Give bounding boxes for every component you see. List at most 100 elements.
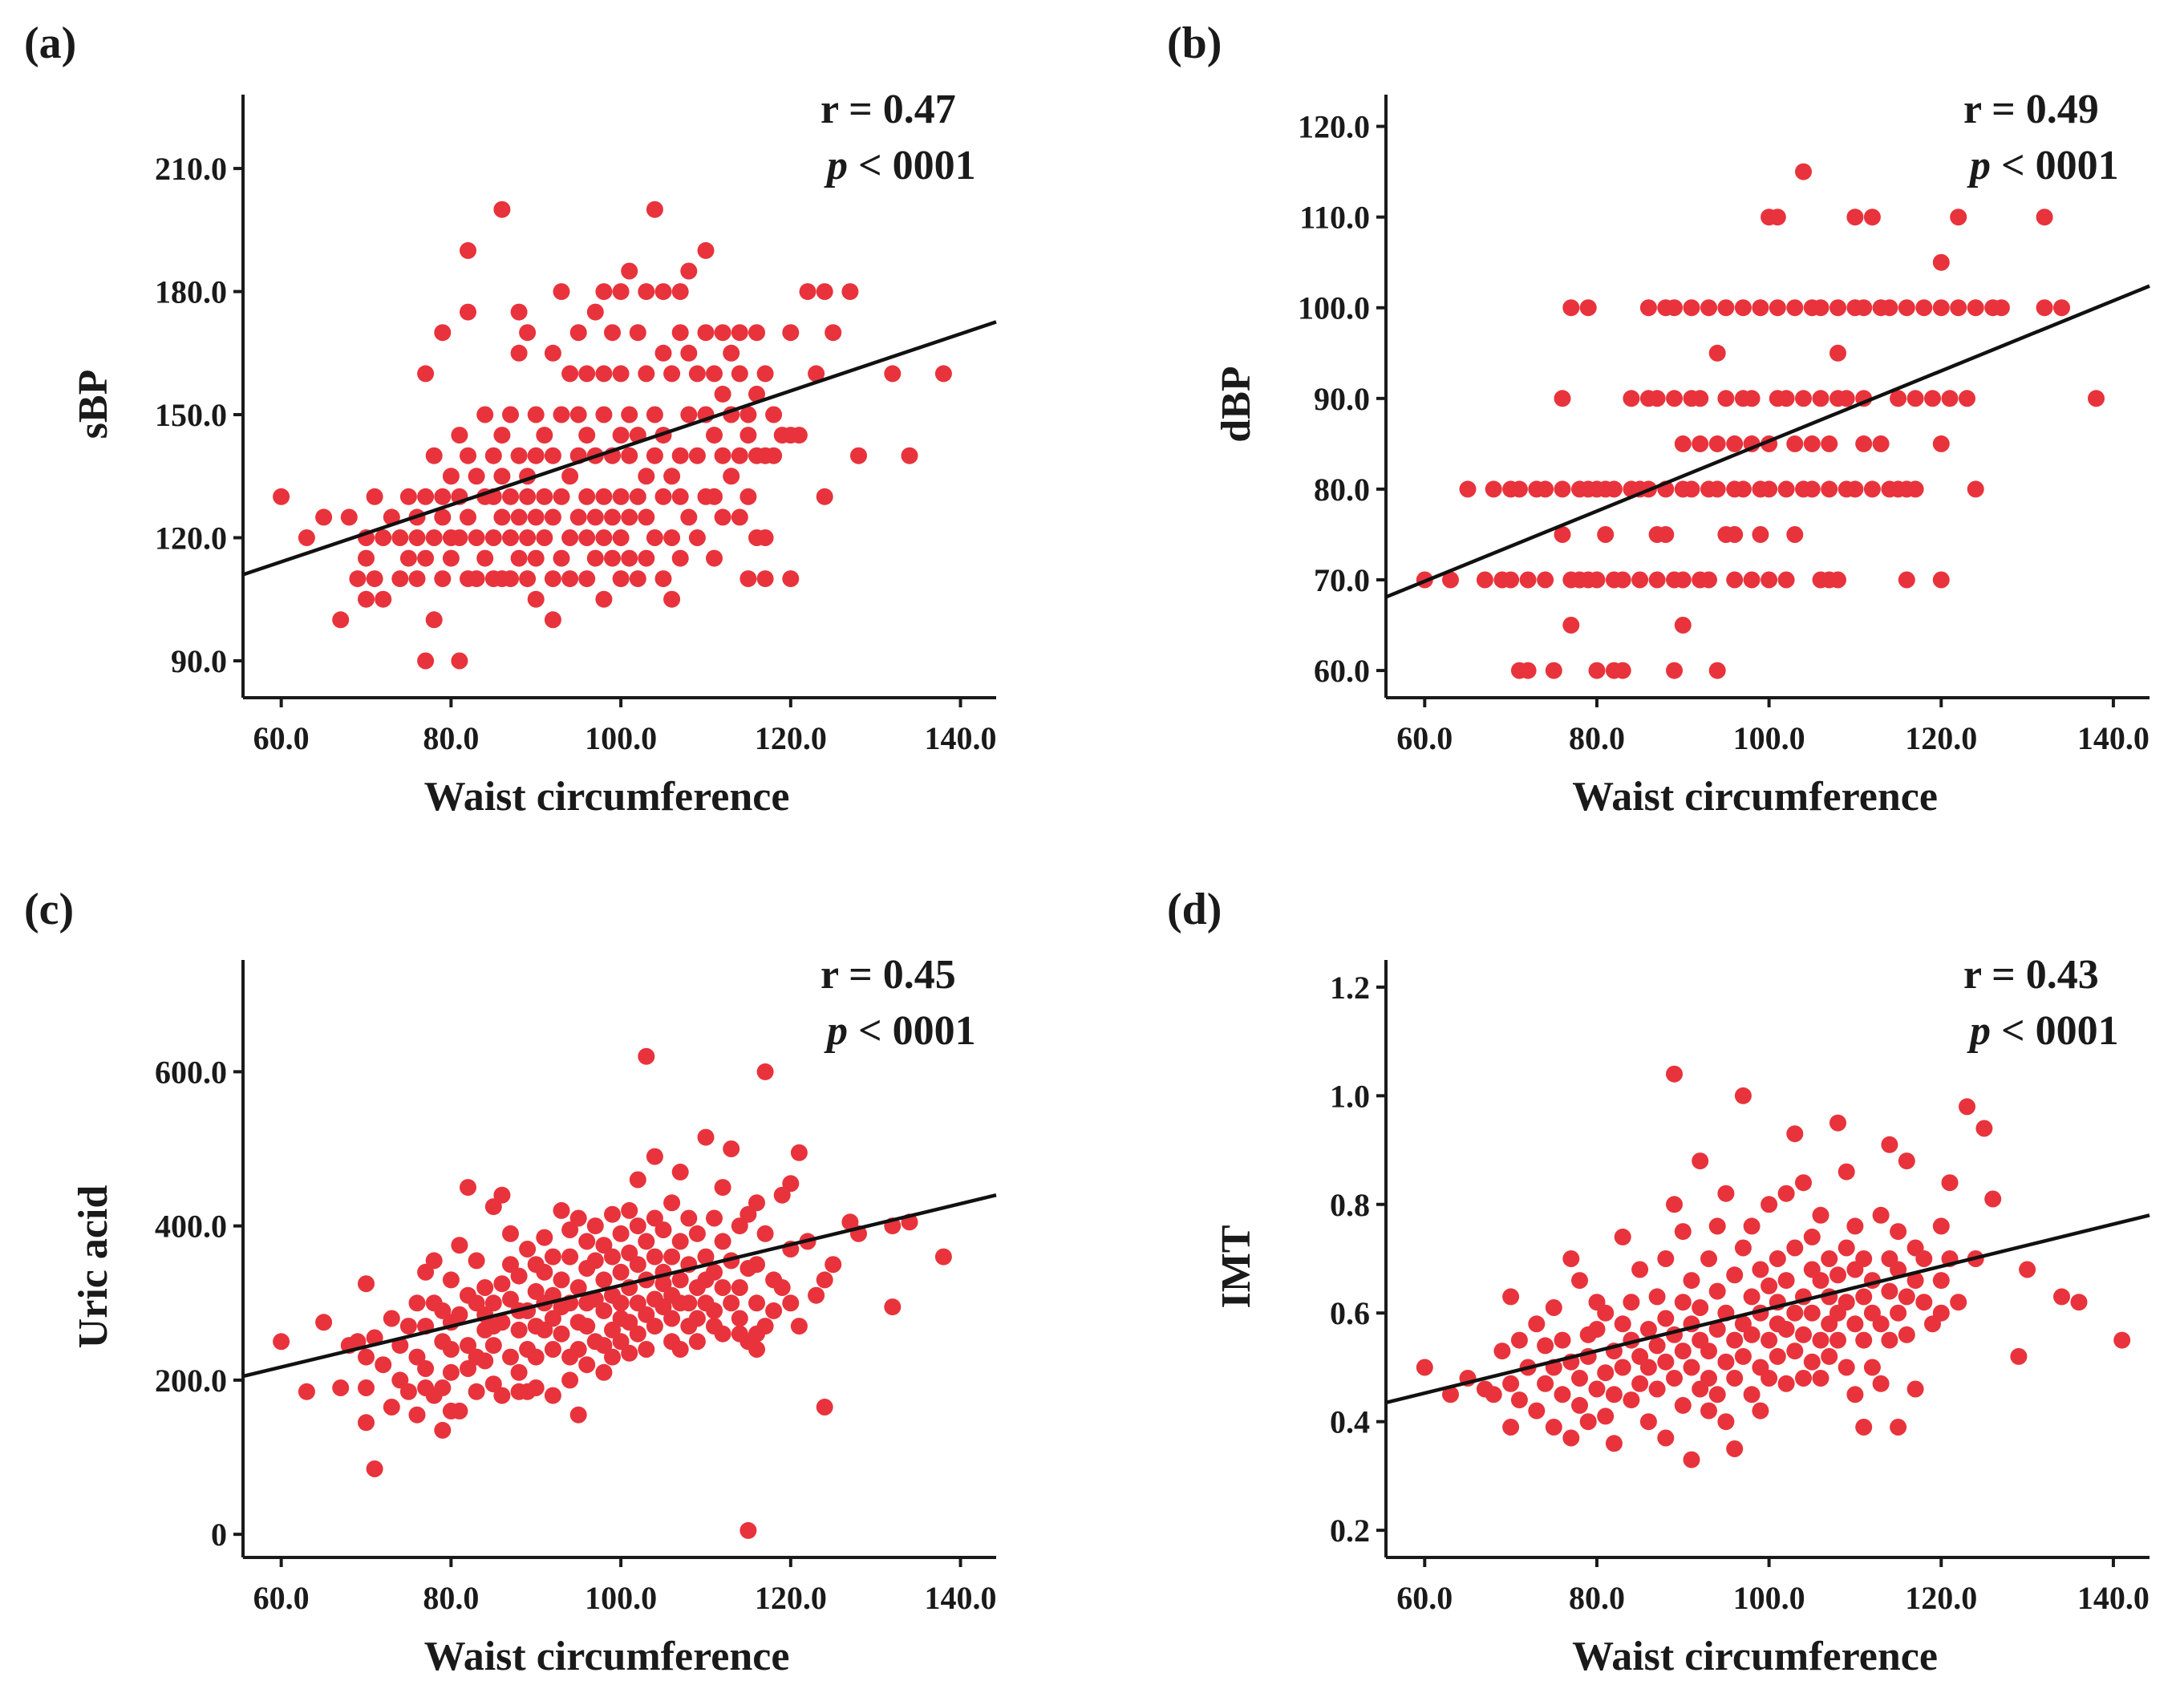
data-point (1838, 1163, 1855, 1181)
data-point (706, 365, 723, 383)
data-point (442, 549, 460, 567)
data-point (1683, 480, 1700, 498)
data-point (1717, 390, 1735, 407)
data-point (544, 508, 561, 526)
data-point (663, 1310, 681, 1327)
data-point (527, 1379, 545, 1396)
data-point (1795, 163, 1812, 180)
data-point (408, 570, 426, 588)
data-point (468, 1383, 485, 1400)
data-point (1812, 1331, 1829, 1349)
data-point (731, 365, 748, 383)
data-point (1821, 1250, 1838, 1267)
data-point (553, 1325, 570, 1343)
data-point (1717, 1353, 1735, 1371)
data-point (723, 344, 740, 362)
data-point (1846, 209, 1864, 226)
data-point (578, 1233, 596, 1250)
data-point (502, 529, 519, 546)
data-point (1915, 1294, 1933, 1311)
data-point (1562, 1429, 1580, 1447)
data-point (519, 1241, 537, 1258)
data-point (663, 1248, 681, 1266)
y-tick-label: 0 (211, 1517, 227, 1553)
data-point (468, 529, 485, 546)
data-point (748, 385, 765, 403)
data-point (1950, 209, 1967, 226)
data-point (1708, 435, 1726, 452)
data-point (1777, 390, 1795, 407)
data-point (1959, 390, 1975, 407)
data-point (358, 1379, 375, 1396)
data-point (629, 1256, 646, 1274)
data-point (595, 365, 613, 383)
data-point (399, 549, 417, 567)
data-point (476, 549, 494, 567)
data-point (1588, 662, 1606, 679)
data-point (612, 365, 630, 383)
data-point (654, 283, 672, 301)
data-point (1761, 1370, 1778, 1387)
data-point (1761, 480, 1778, 498)
data-point (2113, 1331, 2131, 1349)
data-point (519, 529, 537, 546)
data-point (1992, 299, 2010, 317)
data-point (1734, 480, 1752, 498)
data-point (1872, 1375, 1890, 1392)
data-point (1623, 1294, 1640, 1311)
data-point (2036, 209, 2053, 226)
data-point (434, 1302, 452, 1319)
data-point (399, 1383, 417, 1400)
data-point (561, 468, 579, 485)
data-point (1726, 571, 1744, 589)
data-point (493, 1314, 511, 1331)
data-point (408, 1348, 426, 1366)
data-point (569, 324, 587, 342)
data-point (688, 1310, 706, 1327)
data-point (714, 1325, 731, 1343)
data-point (1743, 390, 1761, 407)
data-point (671, 447, 689, 464)
data-point (1683, 299, 1700, 317)
data-point (553, 1201, 570, 1219)
y-tick-label: 70.0 (1314, 562, 1370, 598)
data-point (2070, 1294, 2088, 1311)
data-point (1692, 435, 1709, 452)
data-point (646, 1148, 663, 1165)
data-point (1743, 1386, 1761, 1403)
data-point (1898, 299, 1915, 317)
data-point (1950, 299, 1967, 317)
data-point (1821, 1347, 1838, 1365)
data-point (612, 1294, 630, 1312)
data-point (680, 1294, 698, 1312)
data-point (1881, 1331, 1898, 1349)
x-tick-label: 60.0 (1396, 1580, 1453, 1616)
data-point (1717, 1185, 1735, 1202)
data-point (595, 1271, 613, 1289)
data-point (1795, 1326, 1812, 1343)
data-point (1890, 1419, 1907, 1436)
data-point (808, 1286, 825, 1304)
data-point (604, 1348, 621, 1366)
data-point (671, 1271, 689, 1289)
data-point (399, 1318, 417, 1335)
x-axis-title: Waist circumference (1572, 1634, 1938, 1679)
data-point (595, 529, 613, 546)
data-point (1666, 1065, 1683, 1083)
data-point (451, 529, 468, 546)
data-point (1623, 390, 1640, 407)
data-point (1657, 1429, 1675, 1447)
data-point (468, 468, 485, 485)
x-axis-title: Waist circumference (424, 1634, 790, 1679)
data-point (451, 1237, 468, 1254)
data-point (1717, 1413, 1735, 1431)
data-point (629, 1325, 646, 1343)
data-point (739, 570, 757, 588)
data-point (1631, 1375, 1649, 1392)
data-point (502, 570, 519, 588)
data-point (1812, 1206, 1829, 1224)
regression-line (242, 320, 997, 577)
data-point (621, 262, 638, 280)
data-point (1502, 1288, 1520, 1306)
x-tick-label: 80.0 (423, 1580, 479, 1616)
